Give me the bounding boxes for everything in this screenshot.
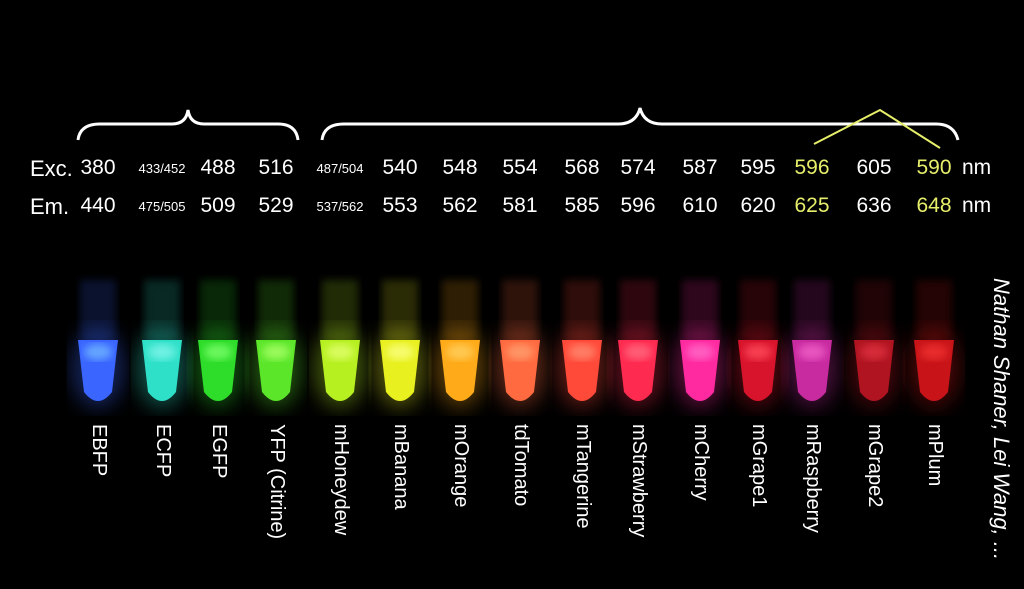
protein-label-ebfp: EBFP: [88, 424, 110, 477]
protein-label-morange: mOrange: [450, 424, 472, 508]
em-value-mbanana: 553: [382, 194, 418, 217]
exc-value-yfp-citrine-: 516: [258, 156, 294, 179]
tube-ebfp: [72, 280, 124, 408]
tube-mtangerine: [556, 280, 608, 408]
em-value-mplum: 648: [916, 194, 952, 217]
exc-value-mgrape1: 595: [740, 156, 776, 179]
protein-label-mbanana: mBanana: [390, 424, 412, 510]
exc-value-mtangerine: 568: [564, 156, 600, 179]
protein-label-ecfp: ECFP: [152, 424, 174, 478]
exc-value-mraspberry: 596: [794, 156, 830, 179]
protein-label-mstrawberry: mStrawberry: [628, 424, 650, 538]
protein-label-mplum: mPlum: [924, 424, 946, 487]
em-value-mgrape2: 636: [856, 194, 892, 217]
em-value-yfp-citrine-: 529: [258, 194, 294, 217]
highlight-connector: [813, 108, 941, 149]
tube-mgrape2: [848, 280, 900, 408]
em-value-ecfp: 475/505: [138, 199, 186, 214]
bracket-right: [320, 107, 960, 141]
protein-label-mcherry: mCherry: [690, 424, 712, 501]
em-value-mgrape1: 620: [740, 194, 776, 217]
tube-yfp-citrine-: [250, 280, 302, 408]
tube-mraspberry: [786, 280, 838, 408]
tube-mcherry: [674, 280, 726, 408]
exc-row-label: Exc.: [30, 156, 73, 181]
exc-value-tdtomato: 554: [502, 156, 538, 179]
protein-label-mhoneydew: mHoneydew: [330, 424, 352, 536]
bracket-left: [76, 109, 300, 141]
em-value-tdtomato: 581: [502, 194, 538, 217]
tube-mstrawberry: [612, 280, 664, 408]
exc-value-mcherry: 587: [682, 156, 718, 179]
protein-label-mgrape1: mGrape1: [748, 424, 770, 508]
protein-label-mraspberry: mRaspberry: [802, 424, 824, 533]
protein-label-mgrape2: mGrape2: [864, 424, 886, 508]
tube-mbanana: [374, 280, 426, 408]
exc-value-morange: 548: [442, 156, 478, 179]
exc-value-ecfp: 433/452: [138, 161, 186, 176]
exc-value-mhoneydew: 487/504: [316, 161, 364, 176]
tube-tdtomato: [494, 280, 546, 408]
em-value-mhoneydew: 537/562: [316, 199, 364, 214]
tube-mplum: [908, 280, 960, 408]
exc-unit: nm: [962, 156, 992, 179]
tube-morange: [434, 280, 486, 408]
tube-mgrape1: [732, 280, 784, 408]
tube-ecfp: [136, 280, 188, 408]
exc-value-mgrape2: 605: [856, 156, 892, 179]
em-unit: nm: [962, 194, 992, 217]
exc-value-ebfp: 380: [80, 156, 116, 179]
protein-label-egfp: EGFP: [208, 424, 230, 479]
exc-value-mstrawberry: 574: [620, 156, 656, 179]
em-value-mtangerine: 585: [564, 194, 600, 217]
em-value-mstrawberry: 596: [620, 194, 656, 217]
exc-value-egfp: 488: [200, 156, 236, 179]
protein-label-tdtomato: tdTomato: [510, 424, 532, 507]
em-value-egfp: 509: [200, 194, 236, 217]
exc-value-mplum: 590: [916, 156, 952, 179]
em-value-ebfp: 440: [80, 194, 116, 217]
em-value-morange: 562: [442, 194, 478, 217]
exc-value-mbanana: 540: [382, 156, 418, 179]
protein-label-mtangerine: mTangerine: [572, 424, 594, 529]
em-value-mcherry: 610: [682, 194, 718, 217]
tube-mhoneydew: [314, 280, 366, 408]
em-row-label: Em.: [30, 194, 70, 219]
tube-egfp: [192, 280, 244, 408]
credit-text: Nathan Shaner, Lei Wang, ...: [989, 278, 1014, 561]
em-value-mraspberry: 625: [794, 194, 830, 217]
protein-label-yfp-citrine-: YFP (Citrine): [266, 424, 288, 540]
